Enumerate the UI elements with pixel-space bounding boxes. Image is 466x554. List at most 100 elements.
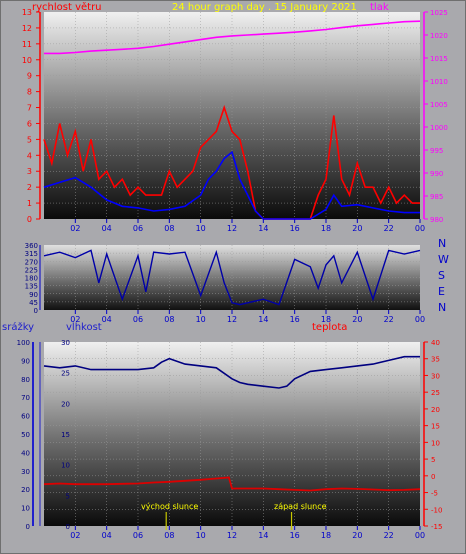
x-tick-label: 02 — [70, 224, 80, 233]
rain-axis-label: 50 — [21, 431, 30, 439]
x-tick-label: 04 — [102, 224, 112, 233]
x-tick-label: 22 — [384, 531, 394, 540]
wind-pressure-plot-area — [44, 12, 420, 219]
humidity-axis-label: 0 — [66, 523, 70, 531]
wind-axis-label: 13 — [22, 8, 32, 17]
pressure-axis-label: 980 — [430, 216, 443, 224]
rain-label: srážky — [2, 321, 34, 333]
temperature-axis-label: 0 — [431, 473, 435, 481]
x-tick-label: 20 — [352, 531, 362, 540]
x-tick-label: 10 — [196, 224, 206, 233]
rain-axis-label: 80 — [21, 376, 30, 384]
x-tick-label: 16 — [290, 315, 300, 324]
pressure-axis-label: 1000 — [430, 124, 448, 132]
rain-axis-label: 100 — [17, 339, 30, 347]
x-tick-label: 18 — [321, 224, 331, 233]
wind-axis-label: 0 — [27, 215, 32, 224]
wind-axis-label: 1 — [27, 199, 32, 208]
rain-axis-label: 30 — [21, 468, 30, 476]
temperature-axis-label: 5 — [431, 456, 435, 464]
wind-axis-label: 4 — [27, 151, 32, 160]
wind-axis-label: 10 — [22, 56, 32, 65]
rain-axis-label: 40 — [21, 449, 30, 457]
sunset-label: západ slunce — [274, 502, 327, 511]
humidity-axis-label: 5 — [66, 492, 70, 500]
humidity-label: vlhkost — [66, 322, 102, 333]
direction-axis-label: 315 — [25, 250, 38, 258]
x-tick-label: 00 — [415, 531, 425, 540]
compass-label: N — [438, 301, 446, 314]
x-tick-label: 22 — [384, 224, 394, 233]
pressure-axis-label: 1015 — [430, 55, 448, 63]
x-tick-label: 10 — [196, 315, 206, 324]
x-tick-label: 02 — [70, 315, 80, 324]
pressure-axis-label: 995 — [430, 147, 443, 155]
x-tick-label: 02 — [70, 531, 80, 540]
x-tick-label: 06 — [133, 315, 143, 324]
pressure-line — [44, 20, 421, 55]
pressure-axis-label: 1010 — [430, 78, 448, 86]
sunrise-label: východ slunce — [141, 502, 198, 511]
temperature-axis-label: 25 — [431, 389, 440, 397]
wind-direction-line — [43, 249, 421, 306]
pressure-axis-label: 1025 — [430, 9, 448, 17]
humidity-axis-label: 25 — [61, 370, 70, 378]
humidity-axis-label: 15 — [61, 431, 70, 439]
temperature-axis-label: 20 — [431, 406, 440, 414]
x-tick-label: 16 — [290, 531, 300, 540]
x-tick-label: 20 — [352, 315, 362, 324]
wind-speed-line — [43, 104, 420, 220]
humidity-line — [43, 355, 420, 389]
compass-label: N — [438, 237, 446, 250]
wind-axis-label: 6 — [27, 119, 32, 128]
temperature-axis-label: 35 — [431, 356, 440, 364]
wind-axis-label: 7 — [27, 104, 32, 113]
rain-axis-label: 0 — [26, 523, 30, 531]
pressure-label: tlak — [370, 2, 389, 13]
direction-axis-label: 45 — [29, 299, 38, 307]
x-tick-label: 06 — [133, 224, 143, 233]
x-tick-label: 12 — [227, 531, 237, 540]
temperature-axis-label: 10 — [431, 439, 440, 447]
pressure-axis-label: 1005 — [430, 101, 448, 109]
x-tick-label: 12 — [227, 315, 237, 324]
humidity-axis-label: 30 — [61, 339, 70, 347]
wind-axis-label: 3 — [27, 167, 32, 176]
x-tick-label: 22 — [384, 315, 394, 324]
wind-axis-label: 2 — [27, 183, 32, 192]
x-tick-label: 04 — [102, 531, 112, 540]
humidity-axis-label: 20 — [61, 400, 70, 408]
x-tick-label: 06 — [133, 531, 143, 540]
x-tick-label: 12 — [227, 224, 237, 233]
x-tick-label: 08 — [164, 315, 174, 324]
direction-axis-label: 0 — [34, 307, 38, 315]
x-tick-label: 04 — [102, 315, 112, 324]
wind-average-line — [43, 150, 420, 220]
x-tick-label: 08 — [164, 531, 174, 540]
temperature-axis-label: 15 — [431, 423, 440, 431]
rain-axis-label: 90 — [21, 357, 30, 365]
temperature-axis-label: -5 — [431, 490, 438, 498]
x-tick-label: 16 — [290, 224, 300, 233]
graph-title: 24 hour graph day . 15 January 2021 — [172, 2, 357, 13]
compass-label: S — [438, 269, 445, 282]
compass-label: E — [438, 285, 445, 298]
x-tick-label: 10 — [196, 531, 206, 540]
rain-axis-label: 70 — [21, 394, 30, 402]
direction-axis-label: 90 — [29, 291, 38, 299]
x-tick-label: 00 — [415, 224, 425, 233]
x-tick-label: 18 — [321, 531, 331, 540]
wind-speed-label: rychlost větru — [32, 1, 102, 13]
temperature-axis-label: -10 — [431, 506, 442, 514]
pressure-axis-label: 1020 — [430, 32, 448, 40]
direction-axis-label: 225 — [25, 266, 38, 274]
x-tick-label: 08 — [164, 224, 174, 233]
direction-axis-label: 360 — [25, 242, 38, 250]
rain-axis-label: 20 — [21, 486, 30, 494]
x-tick-label: 14 — [258, 531, 268, 540]
direction-axis-label: 270 — [25, 258, 38, 266]
temperature-axis-label: -15 — [431, 523, 442, 531]
wind-axis-label: 5 — [27, 135, 32, 144]
x-tick-label: 14 — [258, 224, 268, 233]
